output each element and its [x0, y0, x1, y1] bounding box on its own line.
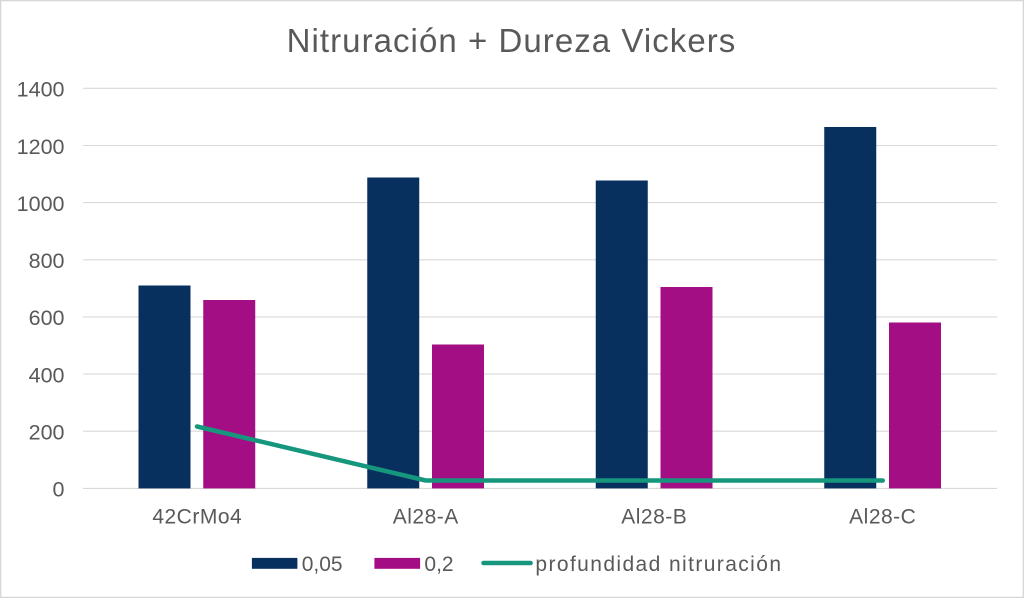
- svg-text:profundidad nitruración: profundidad nitruración: [535, 553, 782, 576]
- svg-text:1200: 1200: [17, 135, 65, 159]
- svg-text:1400: 1400: [17, 78, 65, 102]
- svg-text:200: 200: [29, 421, 65, 445]
- svg-text:800: 800: [29, 249, 65, 273]
- svg-text:Al28-C: Al28-C: [849, 505, 916, 528]
- svg-text:600: 600: [29, 306, 65, 330]
- svg-text:42CrMo4: 42CrMo4: [152, 505, 242, 528]
- svg-text:Al28-A: Al28-A: [393, 505, 459, 528]
- svg-text:400: 400: [29, 363, 65, 387]
- svg-text:0: 0: [53, 478, 65, 502]
- svg-text:0,2: 0,2: [424, 553, 453, 576]
- svg-text:Nitruración + Dureza Vickers: Nitruración + Dureza Vickers: [287, 22, 737, 59]
- svg-text:0,05: 0,05: [302, 553, 343, 576]
- svg-text:Al28-B: Al28-B: [621, 505, 687, 528]
- svg-text:1000: 1000: [17, 192, 65, 216]
